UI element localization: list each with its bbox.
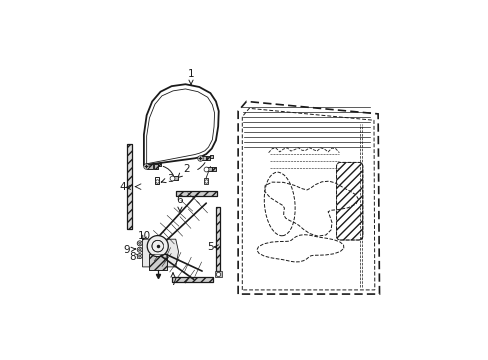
Bar [204, 178, 208, 184]
Circle shape [137, 247, 142, 252]
Text: 2: 2 [178, 164, 190, 177]
Circle shape [138, 249, 141, 251]
Bar [210, 155, 213, 158]
Circle shape [138, 242, 141, 244]
Text: 6: 6 [176, 195, 183, 211]
Bar [158, 163, 161, 166]
Text: 9: 9 [123, 245, 136, 255]
Bar [200, 156, 206, 160]
Circle shape [147, 235, 168, 257]
Bar [153, 164, 158, 169]
Bar [172, 176, 177, 180]
Polygon shape [216, 207, 220, 270]
Circle shape [137, 241, 142, 246]
Bar [158, 163, 161, 166]
Text: 4: 4 [119, 183, 130, 192]
Bar [146, 164, 153, 169]
Bar [171, 276, 213, 282]
Polygon shape [127, 144, 131, 229]
Text: 5: 5 [207, 242, 218, 252]
Bar [148, 255, 166, 270]
Text: 10: 10 [138, 231, 151, 241]
Bar [175, 191, 217, 196]
Text: 7: 7 [169, 273, 176, 287]
Polygon shape [142, 239, 178, 267]
Bar [211, 167, 216, 171]
Bar [171, 276, 213, 282]
Text: 1: 1 [187, 69, 194, 85]
Text: 8: 8 [129, 252, 141, 262]
Bar [172, 176, 177, 180]
Polygon shape [238, 102, 379, 294]
Circle shape [138, 255, 141, 257]
Bar [146, 164, 153, 169]
Bar [205, 156, 210, 160]
Bar [205, 167, 212, 171]
Bar [214, 270, 222, 278]
Bar [155, 177, 159, 184]
Bar [153, 164, 158, 169]
Bar [205, 156, 210, 160]
Bar [205, 167, 212, 171]
Bar [211, 167, 216, 171]
Bar [175, 191, 217, 196]
Bar [200, 156, 206, 160]
Circle shape [137, 253, 142, 258]
Bar [148, 255, 166, 270]
Text: 3: 3 [161, 174, 173, 184]
Bar [210, 155, 213, 158]
